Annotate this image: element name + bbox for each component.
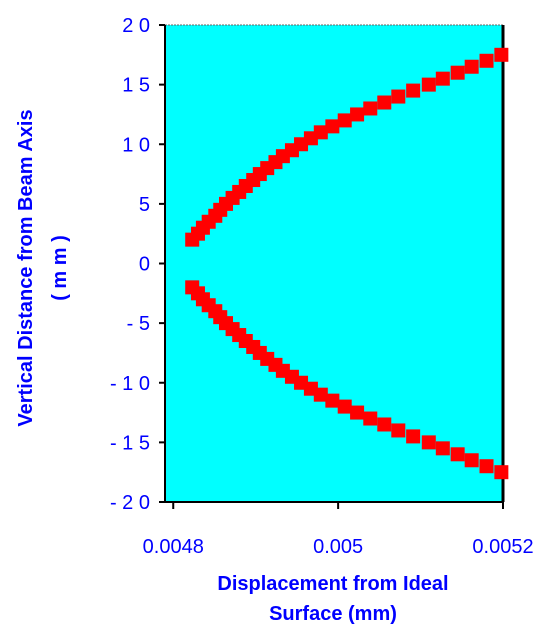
data-point xyxy=(494,465,509,480)
y-tick-label: 1 0 xyxy=(122,134,150,156)
data-point xyxy=(313,125,328,140)
data-point xyxy=(313,387,328,402)
data-point xyxy=(479,459,494,474)
y-axis: 2 0 1 5 1 0 5 0 - 5 - 1 0 - 1 5 - 2 0 xyxy=(110,15,166,514)
y-axis-ticks xyxy=(159,24,165,503)
data-point xyxy=(435,441,450,456)
data-point xyxy=(494,47,509,62)
y-axis-title-line-2: ( m m ) xyxy=(49,235,71,301)
x-axis-ticks xyxy=(172,502,504,509)
x-axis: 0.0048 0.005 0.0052 xyxy=(143,501,534,558)
data-point xyxy=(406,429,421,444)
data-point xyxy=(377,95,392,110)
data-markers xyxy=(185,47,509,480)
y-tick-label: - 5 xyxy=(127,313,150,335)
x-tick-label: 0.0048 xyxy=(143,536,204,558)
data-point xyxy=(350,405,365,420)
data-point xyxy=(363,101,378,116)
data-point xyxy=(450,65,465,80)
data-point xyxy=(350,107,365,122)
data-point xyxy=(363,411,378,426)
data-point xyxy=(337,113,352,128)
x-tick-label: 0.0052 xyxy=(472,536,533,558)
data-point xyxy=(435,71,450,86)
y-tick-label: 2 0 xyxy=(122,15,150,37)
y-tick-label: 5 xyxy=(139,194,150,216)
data-point xyxy=(464,453,479,468)
data-point xyxy=(325,119,340,134)
data-point xyxy=(464,59,479,74)
data-point xyxy=(406,83,421,98)
x-tick-label: 0.005 xyxy=(313,536,363,558)
y-tick-label: 0 xyxy=(139,254,150,276)
data-point xyxy=(325,393,340,408)
data-point xyxy=(377,417,392,432)
data-point xyxy=(450,447,465,462)
y-tick-label: 1 5 xyxy=(122,75,150,97)
data-point xyxy=(337,399,352,414)
y-tick-label: - 1 5 xyxy=(110,432,150,454)
plot-background xyxy=(165,25,503,502)
y-axis-tick-labels: 2 0 1 5 1 0 5 0 - 5 - 1 0 - 1 5 - 2 0 xyxy=(110,15,150,514)
y-tick-label: - 2 0 xyxy=(110,492,150,514)
x-axis-title-line-2: Surface (mm) xyxy=(269,603,397,625)
data-point xyxy=(391,89,406,104)
data-point xyxy=(421,77,436,92)
x-axis-tick-labels: 0.0048 0.005 0.0052 xyxy=(143,536,534,558)
data-point xyxy=(421,435,436,450)
y-axis-title-line-1: Vertical Distance from Beam Axis xyxy=(15,109,37,426)
x-axis-title-line-1: Displacement from Ideal xyxy=(217,573,448,595)
data-point xyxy=(391,423,406,438)
data-point xyxy=(479,53,494,68)
y-tick-label: - 1 0 xyxy=(110,373,150,395)
